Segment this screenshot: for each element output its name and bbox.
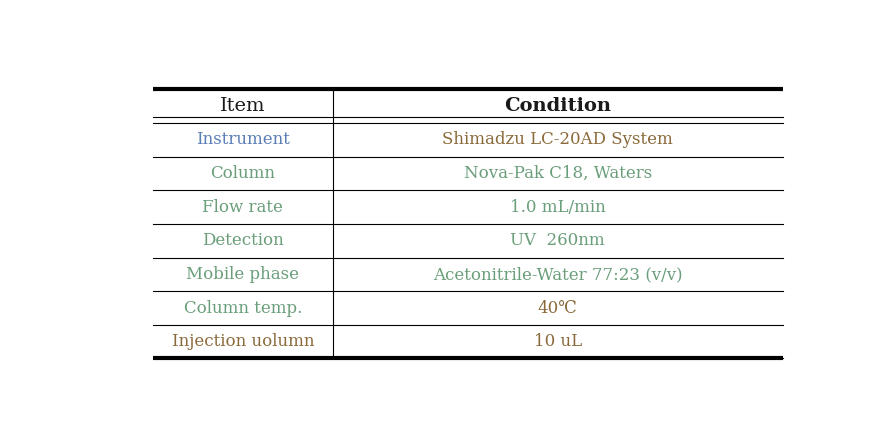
Text: Column: Column bbox=[211, 165, 275, 182]
Text: 1.0 mL/min: 1.0 mL/min bbox=[510, 199, 605, 216]
Text: Flow rate: Flow rate bbox=[203, 199, 283, 216]
Text: Detection: Detection bbox=[202, 232, 284, 249]
Text: Nova-Pak C18, Waters: Nova-Pak C18, Waters bbox=[463, 165, 652, 182]
Text: Instrument: Instrument bbox=[196, 131, 290, 148]
Text: Mobile phase: Mobile phase bbox=[187, 266, 299, 283]
Text: Condition: Condition bbox=[505, 97, 612, 115]
Text: UV  260nm: UV 260nm bbox=[511, 232, 605, 249]
Text: Shimadzu LC-20AD System: Shimadzu LC-20AD System bbox=[442, 131, 673, 148]
Text: 40℃: 40℃ bbox=[538, 299, 578, 317]
Text: Column temp.: Column temp. bbox=[184, 299, 302, 317]
Text: 10 uL: 10 uL bbox=[534, 333, 582, 350]
Text: Injection uolumn: Injection uolumn bbox=[171, 333, 314, 350]
Text: Item: Item bbox=[221, 97, 265, 115]
Text: Acetonitrile-Water 77:23 (v/v): Acetonitrile-Water 77:23 (v/v) bbox=[433, 266, 682, 283]
